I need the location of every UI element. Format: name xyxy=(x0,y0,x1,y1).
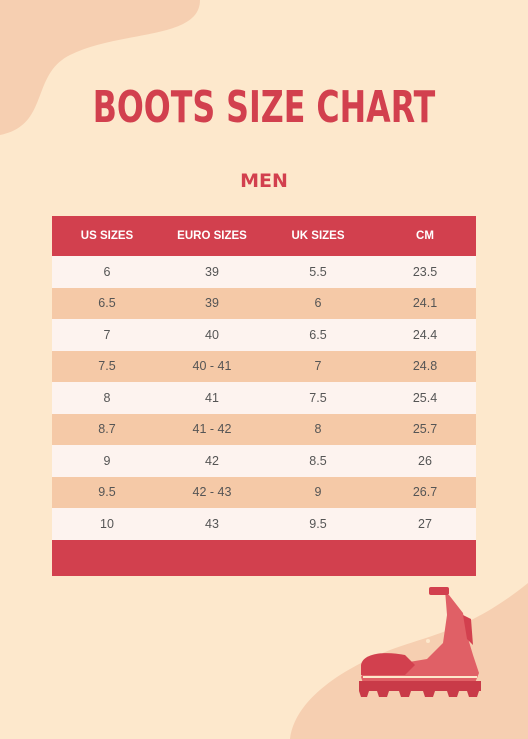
us-size-cell: 8 xyxy=(103,390,111,405)
table-row: 9 42 8.5 26 xyxy=(52,445,476,477)
table-row: 9.5 42 - 43 9 26.7 xyxy=(52,476,476,508)
euro-size-cell: 41 xyxy=(205,390,219,405)
header-uk-sizes: UK SIZES xyxy=(291,230,345,242)
header-cm: CM xyxy=(416,230,434,242)
us-size-cell: 8.7 xyxy=(98,422,116,437)
boot-icon xyxy=(359,587,481,697)
cm-cell: 24.8 xyxy=(412,359,438,374)
euro-size-cell: 39 xyxy=(205,296,219,311)
euro-size-cell: 43 xyxy=(205,516,219,531)
table-footer-bar xyxy=(52,539,476,576)
euro-size-cell: 42 xyxy=(205,453,219,468)
table-row: 7.5 40 - 41 7 24.8 xyxy=(52,350,476,382)
table-row: 6.5 39 6 24.1 xyxy=(52,287,476,319)
uk-size-cell: 8 xyxy=(314,422,322,437)
header-euro-sizes: EURO SIZES xyxy=(177,230,247,242)
uk-size-cell: 9.5 xyxy=(309,516,327,531)
us-size-cell: 6 xyxy=(103,264,111,279)
uk-size-cell: 6.5 xyxy=(309,327,327,342)
us-size-cell: 7 xyxy=(103,327,111,342)
table-row: 6 39 5.5 23.5 xyxy=(52,256,476,288)
table-row: 10 43 9.5 27 xyxy=(52,508,476,540)
table-body: 6 39 5.5 23.5 6.5 39 6 24.1 7 40 6.5 24.4 7.5 40 - 41… xyxy=(52,256,476,540)
cm-cell: 25.4 xyxy=(412,390,438,405)
us-size-cell: 9.5 xyxy=(98,485,116,500)
table-header: US SIZES EURO SIZES UK SIZES CM xyxy=(52,216,476,256)
euro-size-cell: 41 - 42 xyxy=(192,422,232,437)
uk-size-cell: 5.5 xyxy=(309,264,327,279)
table-row: 7 40 6.5 24.4 xyxy=(52,319,476,351)
cm-cell: 23.5 xyxy=(412,264,438,279)
euro-size-cell: 40 - 41 xyxy=(192,359,232,374)
euro-size-cell: 40 xyxy=(205,327,219,342)
header-us-sizes: US SIZES xyxy=(80,230,134,242)
page-title: BOOTS SIZE CHART xyxy=(92,82,436,133)
us-size-cell: 6.5 xyxy=(98,296,116,311)
uk-size-cell: 8.5 xyxy=(309,453,327,468)
us-size-cell: 9 xyxy=(103,453,111,468)
cm-cell: 24.4 xyxy=(412,327,438,342)
uk-size-cell: 6 xyxy=(314,296,322,311)
uk-size-cell: 7 xyxy=(314,359,322,374)
section-subtitle: MEN xyxy=(240,170,288,192)
us-size-cell: 10 xyxy=(100,516,114,531)
uk-size-cell: 7.5 xyxy=(309,390,327,405)
cm-cell: 24.1 xyxy=(412,296,438,311)
cm-cell: 26 xyxy=(418,453,432,468)
table-row: 8.7 41 - 42 8 25.7 xyxy=(52,413,476,445)
us-size-cell: 7.5 xyxy=(98,359,116,374)
table-row: 8 41 7.5 25.4 xyxy=(52,382,476,414)
cm-cell: 27 xyxy=(418,516,432,531)
euro-size-cell: 42 - 43 xyxy=(192,485,232,500)
uk-size-cell: 9 xyxy=(314,485,322,500)
size-table: US SIZES EURO SIZES UK SIZES CM 6 39 5.5 23… xyxy=(52,216,476,576)
euro-size-cell: 39 xyxy=(205,264,219,279)
cm-cell: 26.7 xyxy=(412,485,438,500)
cm-cell: 25.7 xyxy=(412,422,438,437)
